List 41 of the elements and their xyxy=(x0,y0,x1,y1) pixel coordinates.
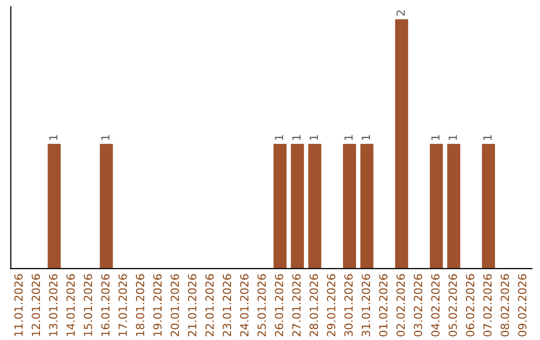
data-label: 1 xyxy=(344,135,353,140)
x-tick-label: 11.01.2026 xyxy=(14,274,23,336)
data-label: 1 xyxy=(483,135,492,140)
data-label: 1 xyxy=(101,135,110,140)
x-tick-label: 01.02.2026 xyxy=(379,274,388,336)
x-tick-label: 23.01.2026 xyxy=(222,274,232,336)
x-tick-label: 29.01.2026 xyxy=(326,274,336,336)
x-tick-label: 07.02.2026 xyxy=(483,274,492,336)
x-tick-label: 08.02.2026 xyxy=(500,274,510,336)
x-tick-label: 18.01.2026 xyxy=(136,274,144,336)
data-label: 1 xyxy=(310,135,318,140)
data-label: 1 xyxy=(431,135,440,140)
x-tick-label: 09.02.2026 xyxy=(518,274,526,336)
x-tick-label: 26.01.2026 xyxy=(274,274,284,336)
x-tick-label: 31.01.2026 xyxy=(362,274,370,336)
data-label: 1 xyxy=(448,135,457,140)
x-tick-label: 03.02.2026 xyxy=(414,274,422,336)
data-label: 1 xyxy=(275,135,284,140)
data-label: 1 xyxy=(292,135,300,140)
x-tick-label: 27.01.2026 xyxy=(292,274,301,336)
x-tick-label: 06.02.2026 xyxy=(466,274,474,336)
x-tick-label: 15.01.2026 xyxy=(84,274,92,336)
data-label: 2 xyxy=(396,10,405,16)
x-tick-label: 12.01.2026 xyxy=(32,274,40,336)
x-tick-label: 16.01.2026 xyxy=(101,274,110,336)
data-label: 1 xyxy=(49,135,58,140)
x-tick-label: 25.01.2026 xyxy=(257,274,266,336)
x-tick-label: 30.01.2026 xyxy=(344,274,353,336)
x-tick-label: 24.01.2026 xyxy=(240,274,249,336)
x-tick-label: 05.02.2026 xyxy=(448,274,457,336)
x-tick-label: 02.02.2026 xyxy=(396,274,405,336)
x-tick-label: 20.01.2026 xyxy=(170,274,180,336)
x-tick-label: 17.01.2026 xyxy=(118,274,127,336)
x-tick-label: 28.01.2026 xyxy=(310,274,318,336)
x-tick-label: 22.01.2026 xyxy=(205,274,214,336)
x-tick-label: 19.01.2026 xyxy=(153,274,162,336)
data-label: 1 xyxy=(362,135,370,140)
x-tick-label: 14.01.2026 xyxy=(66,274,75,336)
x-tick-label: 13.01.2026 xyxy=(49,274,58,336)
x-tick-label: 04.02.2026 xyxy=(431,274,440,336)
x-tick-label: 21.01.2026 xyxy=(188,274,196,336)
